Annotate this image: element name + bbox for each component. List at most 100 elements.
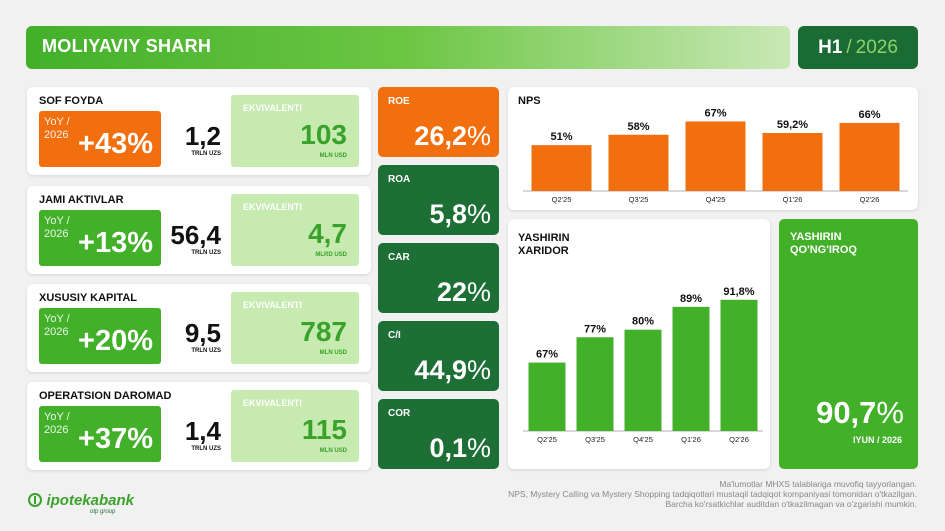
bar-data-label: 67% xyxy=(704,107,726,119)
logo-text: ipotekabank xyxy=(46,492,134,509)
bar-data-label: 58% xyxy=(627,121,649,133)
logo-icon xyxy=(28,493,42,507)
metric-title: OPERATSION DAROMAD xyxy=(39,390,172,402)
ratio-value: 44,9% xyxy=(414,355,491,385)
ratio-value: 26,2% xyxy=(414,121,491,151)
x-tick-label: Q3'25 xyxy=(585,435,605,444)
bar xyxy=(576,337,614,431)
x-tick-label: Q1'26 xyxy=(783,195,803,204)
metric-value: 56,4 xyxy=(170,220,221,250)
yoy-value: +43% xyxy=(78,128,153,160)
period-separator: / xyxy=(846,36,852,58)
header-bar xyxy=(26,26,790,69)
mystery-shopper-chart: 67% Q2'25 77% Q3'25 80% Q4'25 89% Q1'26 91,8% Q2'… xyxy=(523,286,763,444)
bar xyxy=(528,362,566,431)
yoy-box: YoY /2026 +20% xyxy=(39,308,161,364)
yoy-value: +20% xyxy=(78,325,153,357)
logo-subtext: otp group xyxy=(90,509,116,515)
metric-unit: TRLN UZS xyxy=(191,151,221,157)
mystery-call-percent: % xyxy=(876,395,904,430)
ratio-value: 22% xyxy=(436,277,491,307)
equivalent-box: EKVIVALENTI 115 MLN USD xyxy=(231,390,359,462)
mystery-call-number: 90,7 xyxy=(816,395,877,430)
equivalent-unit: MLN USD xyxy=(319,448,347,454)
metric-title: XUSUSIY KAPITAL xyxy=(39,292,137,304)
ratio-card-car: CAR 22% xyxy=(378,243,499,313)
mystery-call-value: 90,7% xyxy=(816,395,904,431)
bar xyxy=(672,306,710,431)
bar-data-label: 67% xyxy=(536,349,558,361)
bar-data-label: 77% xyxy=(584,323,606,335)
equivalent-unit: MLRD USD xyxy=(315,252,347,258)
metric-unit: TRLN UZS xyxy=(191,348,221,354)
bar xyxy=(685,121,746,191)
yoy-value: +13% xyxy=(78,227,153,259)
bank-logo: ipotekabank otp group xyxy=(28,492,134,515)
ratio-value: 0,1% xyxy=(429,433,491,463)
ratio-card-roa: ROA 5,8% xyxy=(378,165,499,235)
ratio-label: C/I xyxy=(388,330,401,341)
metric-value: 9,5 xyxy=(184,318,221,348)
bar xyxy=(720,299,758,431)
mystery-call-date: IYUN / 2026 xyxy=(852,435,902,445)
period-half: H1 xyxy=(818,36,843,58)
mystery-shopper-chart-title: YASHIRIN XARIDOR xyxy=(518,232,570,257)
nps-chart-card: NPS 51% Q2'25 58% Q3'25 67% Q4'25 59,2% Q1'26 66… xyxy=(508,87,918,210)
x-tick-label: Q2'26 xyxy=(860,195,880,204)
yoy-box: YoY /2026 +13% xyxy=(39,210,161,266)
metric-unit: TRLN UZS xyxy=(191,250,221,256)
bar-data-label: 80% xyxy=(632,316,654,328)
ratio-label: ROE xyxy=(388,96,410,107)
equivalent-value: 4,7 xyxy=(308,218,347,249)
yoy-label: YoY /2026 xyxy=(44,313,70,338)
footnote: Ma'lumotlar MHXS talablariga muvofiq tay… xyxy=(719,479,917,489)
bar-data-label: 89% xyxy=(680,293,702,305)
bar-data-label: 91,8% xyxy=(723,286,754,298)
equivalent-unit: MLN USD xyxy=(319,350,347,356)
ratio-label: ROA xyxy=(388,174,411,185)
metric-value: 1,2 xyxy=(184,121,221,151)
x-tick-label: Q2'25 xyxy=(537,435,557,444)
metric-card: SOF FOYDA YoY /2026 +43% 1,2 TRLN UZS EK… xyxy=(27,87,371,175)
x-tick-label: Q1'26 xyxy=(681,435,701,444)
yoy-label: YoY /2026 xyxy=(44,116,70,141)
ratio-label: CAR xyxy=(388,252,410,263)
equivalent-value: 787 xyxy=(300,316,347,347)
metric-title: SOF FOYDA xyxy=(39,95,104,107)
mystery-call-card: YASHIRIN QO'NG'IROQ 90,7% IYUN / 2026 xyxy=(779,219,918,469)
yoy-value: +37% xyxy=(78,423,153,455)
bar-data-label: 51% xyxy=(550,131,572,143)
x-tick-label: Q3'25 xyxy=(629,195,649,204)
equivalent-label: EKVIVALENTI xyxy=(243,103,302,113)
ratio-label: COR xyxy=(388,408,411,419)
metric-card: XUSUSIY KAPITAL YoY /2026 +20% 9,5 TRLN … xyxy=(27,284,371,372)
x-tick-label: Q4'25 xyxy=(706,195,726,204)
yoy-box: YoY /2026 +43% xyxy=(39,111,161,167)
bar-data-label: 59,2% xyxy=(777,119,808,131)
period-year: 2026 xyxy=(855,36,898,58)
bar xyxy=(624,329,662,431)
equivalent-label: EKVIVALENTI xyxy=(243,398,302,408)
footnotes: Ma'lumotlar MHXS talablariga muvofiq tay… xyxy=(508,479,917,509)
ratio-card-roe: ROE 26,2% xyxy=(378,87,499,157)
ratio-value: 5,8% xyxy=(429,199,491,229)
equivalent-value: 115 xyxy=(301,414,347,445)
mystery-call-title: YASHIRIN QO'NG'IROQ xyxy=(790,231,857,256)
yoy-label: YoY /2026 xyxy=(44,215,70,240)
bar xyxy=(762,132,823,191)
x-tick-label: Q2'25 xyxy=(552,195,572,204)
metric-value: 1,4 xyxy=(184,416,221,446)
metric-card: OPERATSION DAROMAD YoY /2026 +37% 1,4 TR… xyxy=(27,382,371,470)
x-tick-label: Q2'26 xyxy=(729,435,749,444)
equivalent-unit: MLN USD xyxy=(319,153,347,159)
nps-chart-title: NPS xyxy=(518,95,541,107)
footnote: Barcha ko'rsatkichlar auditdan o'tkazilm… xyxy=(665,499,918,509)
metric-unit: TRLN UZS xyxy=(191,446,221,452)
equivalent-label: EKVIVALENTI xyxy=(243,300,302,310)
x-tick-label: Q4'25 xyxy=(633,435,653,444)
nps-chart: 51% Q2'25 58% Q3'25 67% Q4'25 59,2% Q1'26 66% Q2'… xyxy=(523,107,908,204)
yoy-box: YoY /2026 +37% xyxy=(39,406,161,462)
footnote: NPS, Mystery Calling va Mystery Shopping… xyxy=(508,489,917,499)
bar-data-label: 66% xyxy=(858,109,880,121)
equivalent-value: 103 xyxy=(300,119,347,150)
